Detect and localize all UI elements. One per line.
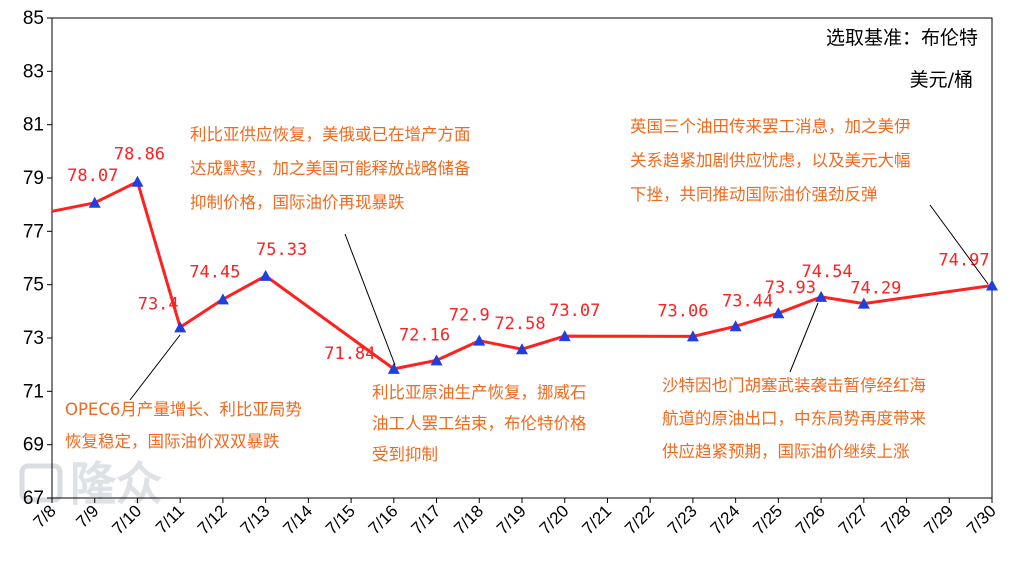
annotation-leader-line [789,302,819,373]
y-tick-label: 79 [23,168,44,189]
data-point-marker [772,307,785,319]
y-tick-label: 67 [23,488,44,509]
x-tick-label: 7/21 [578,501,615,538]
annotation-line: 下挫，共同推动国际油价强劲反弹 [630,185,878,204]
data-label: 71.84 [324,344,375,364]
y-tick-label: 75 [23,275,44,296]
data-label: 74.97 [938,250,989,270]
annotation-line: 英国三个油田传来罢工消息，加之美伊 [630,117,911,136]
data-point-marker [558,330,571,342]
watermark-logo: 隆众 [19,457,162,511]
data-point-marker [174,321,187,333]
x-tick-label: 7/19 [493,501,530,538]
x-tick-label: 7/23 [664,501,701,538]
x-tick-label: 7/28 [878,501,915,538]
data-label: 73.44 [722,291,773,311]
annotation-4: 沙特因也门胡塞武装袭击暂停经红海航道的原油出口，中东局势再度带来供应趋紧预期，国… [662,302,926,461]
data-label: 73.06 [657,301,708,321]
y-tick-label: 71 [23,381,44,402]
annotation-line: 恢复稳定，国际油价双双暴跌 [65,432,280,451]
annotation-line: 关系趋紧加剧供应忧虑，以及美元大幅 [630,151,911,170]
x-tick-label: 7/30 [963,501,1000,538]
annotation-line: 达成默契，加之美国可能释放战略储备 [190,159,471,178]
x-tick-label: 7/13 [237,501,274,538]
data-label: 74.45 [189,262,240,282]
y-tick-label: 85 [23,8,44,29]
data-point-marker [387,362,400,374]
x-tick-label: 7/24 [707,501,744,538]
data-point-marker [473,334,486,346]
x-tick-label: 7/12 [194,501,231,538]
annotation-line: 油工人罢工结束，布伦特价格 [372,414,587,433]
annotation-line: 受到抑制 [372,445,438,464]
annotation-leader-line [129,334,181,401]
annotation-line: 利比亚原油生产恢复，挪威石 [372,383,587,402]
data-label: 73.93 [765,278,816,298]
data-label: 74.54 [801,262,852,282]
annotation-2: 利比亚供应恢复，美俄或已在增产方面达成默契，加之美国可能释放战略储备抑制价格，国… [190,125,471,366]
unit-label: 美元/桶 [910,69,973,91]
watermark-text: 隆众 [70,457,162,511]
x-tick-label: 7/14 [279,501,316,538]
x-tick-label: 7/18 [450,501,487,538]
x-tick-label: 7/25 [749,501,786,538]
x-tick-label: 7/15 [322,501,359,538]
annotation-line: 供应趋紧预期，国际油价继续上涨 [662,442,910,461]
annotation-line: 抑制价格，国际油价再现暴跌 [190,193,405,212]
y-tick-label: 73 [23,328,44,349]
y-tick-label: 83 [23,61,44,82]
data-label: 75.33 [256,240,307,260]
annotation-line: 利比亚供应恢复，美俄或已在增产方面 [190,125,471,144]
y-tick-label: 69 [23,435,44,456]
annotation-leader-line [929,204,989,285]
x-tick-label: 7/22 [621,501,658,538]
data-point-marker [686,330,699,342]
data-label: 73.07 [549,301,600,321]
x-tick-label: 7/27 [835,501,872,538]
x-tick-label: 7/29 [920,501,957,538]
x-tick-label: 7/17 [408,501,445,538]
watermark-logo-mark [19,463,63,503]
x-tick-label: 7/26 [792,501,829,538]
data-point-marker [516,343,528,355]
data-point-marker [259,269,272,281]
annotation-line: 沙特因也门胡塞武装袭击暂停经红海 [662,376,926,395]
y-tick-label: 77 [23,221,44,242]
data-point-marker [857,297,870,309]
data-label: 72.9 [449,306,490,326]
data-point-marker [88,196,101,208]
data-label: 74.29 [850,279,901,299]
data-point-marker [729,320,742,332]
data-point-marker [430,354,443,366]
x-tick-label: 7/16 [365,501,402,538]
annotation-line: 航道的原油出口，中东局势再度带来 [662,409,926,428]
data-point-marker [815,290,828,302]
data-point-marker [986,279,998,291]
y-tick-label: 81 [23,115,44,136]
benchmark-label: 选取基准：布伦特 [826,27,978,49]
data-label: 78.07 [67,166,118,186]
annotation-line: OPEC6月产量增长、利比亚局势 [65,400,302,419]
data-point-marker [216,293,229,305]
data-label: 72.16 [399,325,450,345]
data-label: 72.58 [494,314,545,334]
data-label: 78.86 [114,145,165,165]
annotation-leader-line [344,233,396,366]
annotation-5: 英国三个油田传来罢工消息，加之美伊关系趋紧加剧供应忧虑，以及美元大幅下挫，共同推… [630,117,989,285]
data-point-marker [131,175,144,187]
x-tick-label: 7/20 [536,501,573,538]
data-label: 73.4 [138,294,179,314]
